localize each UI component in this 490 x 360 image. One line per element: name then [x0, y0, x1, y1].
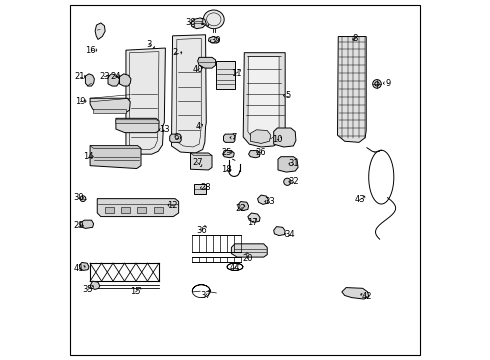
Polygon shape [338, 37, 366, 142]
Text: 10: 10 [272, 135, 283, 144]
Polygon shape [116, 120, 159, 123]
Text: 33: 33 [264, 197, 275, 206]
Bar [216, 60, 235, 89]
Text: 39: 39 [210, 36, 221, 45]
Polygon shape [97, 199, 179, 217]
Polygon shape [208, 37, 219, 43]
Text: 13: 13 [159, 125, 170, 134]
Text: 20: 20 [242, 254, 252, 263]
Text: 32: 32 [288, 177, 299, 186]
Ellipse shape [203, 10, 224, 29]
Text: 17: 17 [247, 218, 257, 227]
Polygon shape [120, 74, 131, 86]
Polygon shape [223, 150, 234, 158]
Text: 19: 19 [75, 96, 85, 105]
Text: 23: 23 [99, 72, 110, 81]
Circle shape [80, 196, 86, 202]
Polygon shape [231, 244, 267, 257]
Bar [194, 184, 206, 194]
Polygon shape [248, 56, 279, 140]
Polygon shape [108, 74, 120, 86]
Bar [122, 207, 130, 213]
Polygon shape [191, 18, 206, 29]
Text: 36: 36 [196, 226, 207, 235]
Polygon shape [243, 53, 285, 147]
Polygon shape [93, 109, 126, 113]
Text: 44: 44 [230, 264, 240, 273]
Polygon shape [116, 118, 159, 133]
Circle shape [373, 80, 381, 88]
Polygon shape [248, 150, 260, 158]
Text: 21: 21 [75, 72, 85, 81]
Text: 25: 25 [222, 148, 232, 157]
Text: 41: 41 [74, 265, 85, 274]
Bar [137, 207, 147, 213]
Circle shape [284, 178, 291, 185]
Text: 22: 22 [236, 204, 246, 213]
Text: 9: 9 [386, 79, 391, 88]
Polygon shape [191, 153, 212, 156]
Text: 24: 24 [110, 72, 121, 81]
Text: 6: 6 [173, 133, 179, 142]
Text: 38: 38 [185, 18, 196, 27]
Polygon shape [126, 48, 166, 154]
Polygon shape [274, 226, 285, 235]
Text: 43: 43 [354, 195, 365, 204]
Polygon shape [342, 288, 368, 299]
Bar [181, 49, 189, 54]
Polygon shape [90, 145, 141, 148]
Text: 15: 15 [130, 287, 141, 296]
Text: 8: 8 [353, 34, 358, 43]
Polygon shape [90, 145, 141, 168]
Bar [153, 207, 163, 213]
Text: 31: 31 [288, 159, 299, 168]
Text: 37: 37 [200, 291, 211, 300]
Polygon shape [172, 35, 206, 153]
Polygon shape [248, 213, 260, 222]
Polygon shape [278, 157, 298, 172]
Polygon shape [90, 98, 130, 113]
Polygon shape [223, 134, 235, 142]
Polygon shape [250, 130, 271, 143]
Text: 40: 40 [193, 65, 203, 74]
Polygon shape [80, 220, 94, 228]
Text: 26: 26 [256, 148, 267, 157]
Text: 18: 18 [221, 166, 232, 175]
Text: 1: 1 [198, 18, 204, 27]
Text: 2: 2 [172, 48, 178, 57]
Text: 29: 29 [73, 221, 83, 230]
Text: 27: 27 [193, 158, 203, 167]
Text: 35: 35 [83, 285, 93, 294]
Polygon shape [274, 128, 296, 147]
Polygon shape [258, 195, 269, 204]
Polygon shape [191, 153, 212, 170]
Text: 16: 16 [85, 46, 96, 55]
Polygon shape [79, 262, 89, 270]
Polygon shape [90, 281, 100, 289]
Polygon shape [197, 57, 216, 68]
Text: 5: 5 [285, 91, 291, 100]
Text: 34: 34 [285, 230, 295, 239]
Text: 42: 42 [362, 292, 372, 301]
Polygon shape [95, 23, 105, 40]
Polygon shape [170, 134, 181, 142]
Text: 14: 14 [83, 152, 93, 161]
Text: 3: 3 [146, 40, 151, 49]
Text: 30: 30 [73, 193, 84, 202]
Text: 11: 11 [231, 69, 242, 78]
Polygon shape [238, 202, 248, 211]
Text: 12: 12 [167, 201, 178, 210]
Bar [105, 207, 114, 213]
Text: 7: 7 [232, 133, 237, 142]
Polygon shape [85, 74, 95, 86]
Text: 4: 4 [196, 122, 201, 131]
Text: 28: 28 [200, 183, 211, 192]
